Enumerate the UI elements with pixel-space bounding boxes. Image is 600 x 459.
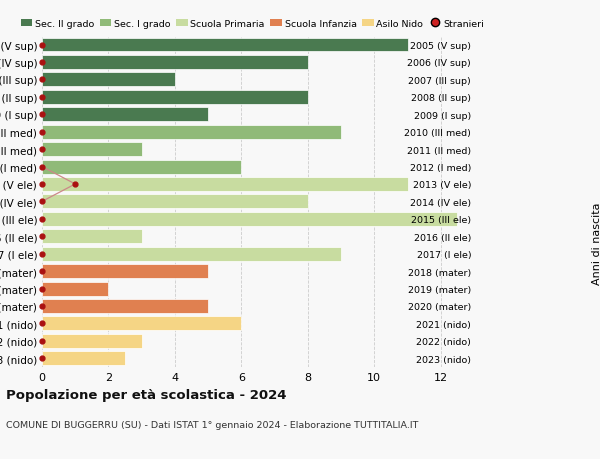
Bar [42, 90, 308, 105]
Bar [42, 56, 308, 70]
Bar [42, 230, 142, 244]
Bar [42, 317, 241, 330]
Bar [42, 213, 457, 226]
Bar [42, 178, 407, 191]
Bar [42, 160, 241, 174]
Text: Popolazione per età scolastica - 2024: Popolazione per età scolastica - 2024 [6, 388, 287, 401]
Bar [42, 247, 341, 261]
Bar [42, 264, 208, 279]
Text: COMUNE DI BUGGERRU (SU) - Dati ISTAT 1° gennaio 2024 - Elaborazione TUTTITALIA.I: COMUNE DI BUGGERRU (SU) - Dati ISTAT 1° … [6, 420, 418, 429]
Text: Anni di nascita: Anni di nascita [592, 202, 600, 284]
Legend: Sec. II grado, Sec. I grado, Scuola Primaria, Scuola Infanzia, Asilo Nido, Stran: Sec. II grado, Sec. I grado, Scuola Prim… [21, 20, 484, 29]
Bar [42, 108, 208, 122]
Bar [42, 39, 407, 52]
Bar [42, 143, 142, 157]
Bar [42, 195, 308, 209]
Bar [42, 73, 175, 87]
Bar [42, 334, 142, 348]
Bar [42, 299, 208, 313]
Bar [42, 352, 125, 365]
Bar [42, 282, 109, 296]
Bar [42, 125, 341, 140]
